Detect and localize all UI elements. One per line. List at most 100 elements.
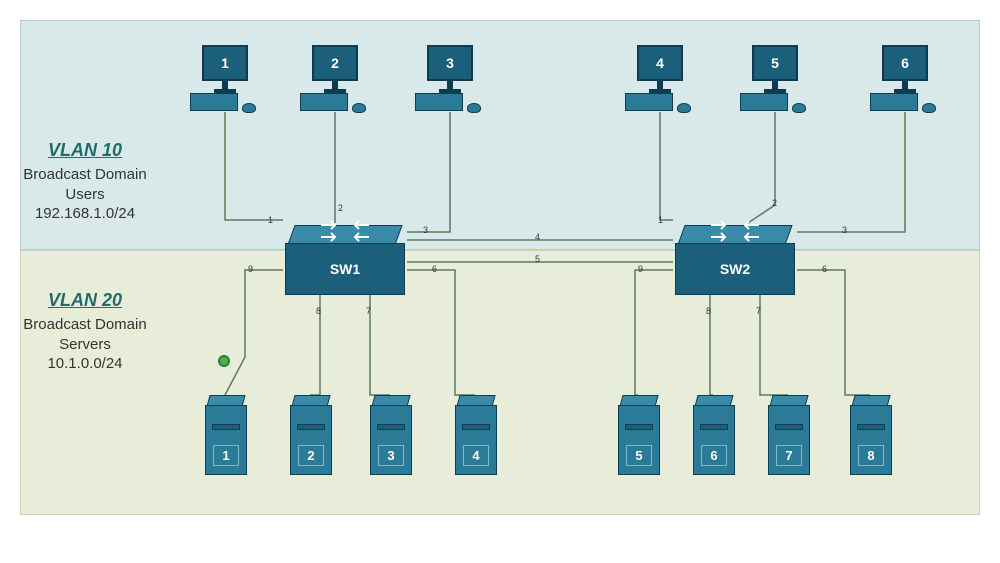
server-top (850, 395, 892, 405)
server-top (455, 395, 497, 405)
server-front: 2 (290, 405, 332, 475)
switch-front: SW2 (675, 243, 795, 295)
switch-label: SW1 (330, 261, 360, 277)
port-label: 1 (268, 215, 273, 225)
vlan20-sub1: Broadcast Domain (10, 315, 160, 335)
pc-stand (657, 81, 663, 89)
pc-monitor: 4 (637, 45, 683, 81)
pc-mouse (677, 103, 691, 113)
pc-node: 5 (740, 45, 810, 120)
vlan10-sub1: Broadcast Domain (10, 165, 160, 185)
switch-label: SW2 (720, 261, 750, 277)
server-number: 5 (626, 445, 651, 466)
pc-number: 3 (446, 55, 454, 71)
pc-stand (447, 81, 453, 89)
pc-number: 4 (656, 55, 664, 71)
port-label: 3 (423, 225, 428, 235)
pc-mouse (467, 103, 481, 113)
server-top (618, 395, 660, 405)
pc-monitor: 5 (752, 45, 798, 81)
server-front: 7 (768, 405, 810, 475)
server-node: 2 (290, 395, 332, 475)
switch-top (285, 225, 405, 243)
pc-monitor: 3 (427, 45, 473, 81)
pc-number: 6 (901, 55, 909, 71)
pc-node: 4 (625, 45, 695, 120)
pc-tower (625, 93, 673, 111)
server-node: 4 (455, 395, 497, 475)
server-node: 1 (205, 395, 247, 475)
pc-stand (772, 81, 778, 89)
port-label: 1 (658, 215, 663, 225)
port-label: 5 (535, 254, 540, 264)
pc-tower (415, 93, 463, 111)
server-slot (775, 424, 803, 430)
switch-node: SW2 (675, 225, 795, 295)
server-number: 4 (463, 445, 488, 466)
vlan20-subnet: 10.1.0.0/24 (10, 354, 160, 374)
server-slot (377, 424, 405, 430)
server-slot (212, 424, 240, 430)
port-label: 8 (316, 306, 321, 316)
pc-monitor: 1 (202, 45, 248, 81)
port-label: 2 (772, 198, 777, 208)
server-top (370, 395, 412, 405)
server-node: 3 (370, 395, 412, 475)
server-number: 1 (213, 445, 238, 466)
server-top (768, 395, 810, 405)
pc-mouse (352, 103, 366, 113)
vlan10-title: VLAN 10 (10, 140, 160, 161)
pc-node: 2 (300, 45, 370, 120)
vlan20-label: VLAN 20 Broadcast Domain Servers 10.1.0.… (10, 290, 160, 374)
pc-node: 1 (190, 45, 260, 120)
pc-number: 5 (771, 55, 779, 71)
server-front: 8 (850, 405, 892, 475)
server-number: 2 (298, 445, 323, 466)
pc-stand (222, 81, 228, 89)
server-slot (297, 424, 325, 430)
port-label: 9 (638, 264, 643, 274)
server-front: 4 (455, 405, 497, 475)
port-label: 6 (432, 264, 437, 274)
vlan20-sub2: Servers (10, 335, 160, 355)
port-label: 7 (366, 306, 371, 316)
pc-tower (300, 93, 348, 111)
pc-mouse (922, 103, 936, 113)
pc-number: 1 (221, 55, 229, 71)
pc-node: 3 (415, 45, 485, 120)
server-front: 6 (693, 405, 735, 475)
server-node: 5 (618, 395, 660, 475)
server-front: 1 (205, 405, 247, 475)
pc-monitor: 6 (882, 45, 928, 81)
server-front: 3 (370, 405, 412, 475)
server-slot (700, 424, 728, 430)
green-marker (218, 355, 230, 367)
pc-number: 2 (331, 55, 339, 71)
port-label: 6 (822, 264, 827, 274)
switch-front: SW1 (285, 243, 405, 295)
pc-mouse (242, 103, 256, 113)
vlan20-broadcast-domain (20, 250, 980, 515)
server-node: 8 (850, 395, 892, 475)
server-number: 7 (776, 445, 801, 466)
port-label: 3 (842, 225, 847, 235)
vlan10-broadcast-domain (20, 20, 980, 250)
server-front: 5 (618, 405, 660, 475)
server-number: 6 (701, 445, 726, 466)
server-slot (857, 424, 885, 430)
pc-stand (902, 81, 908, 89)
pc-tower (870, 93, 918, 111)
port-label: 8 (706, 306, 711, 316)
server-number: 3 (378, 445, 403, 466)
vlan20-title: VLAN 20 (10, 290, 160, 311)
vlan10-sub2: Users (10, 185, 160, 205)
server-top (205, 395, 247, 405)
port-label: 4 (535, 232, 540, 242)
pc-tower (740, 93, 788, 111)
server-node: 7 (768, 395, 810, 475)
pc-monitor: 2 (312, 45, 358, 81)
pc-node: 6 (870, 45, 940, 120)
server-slot (625, 424, 653, 430)
server-node: 6 (693, 395, 735, 475)
server-top (290, 395, 332, 405)
